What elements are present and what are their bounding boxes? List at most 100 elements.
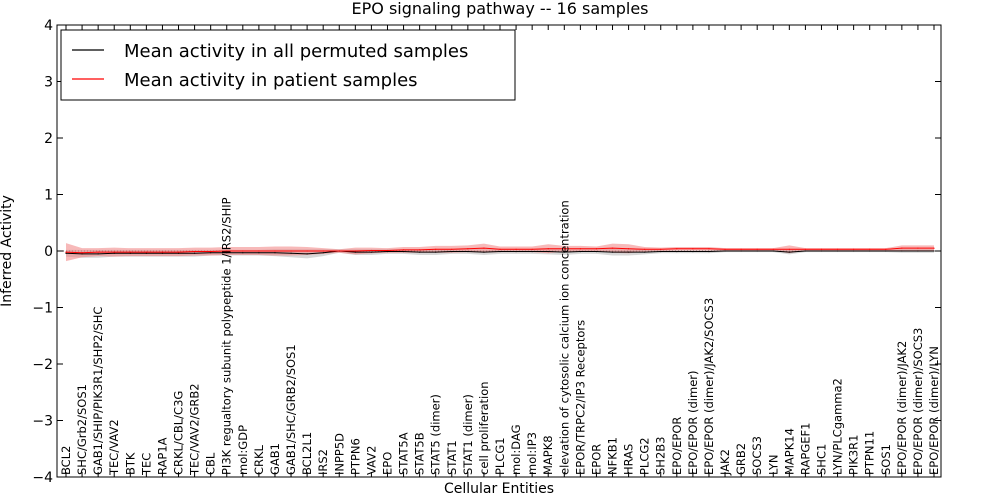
series-1-point [402,249,405,251]
x-tick-label: IRS2 [316,449,330,475]
series-0-point [644,251,646,253]
series-1-point [740,248,742,250]
series-1-point [499,248,501,250]
chart-title: EPO signaling pathway -- 16 samples [352,0,649,18]
x-tick-label: mol:DAG [509,424,523,475]
series-0-point [290,252,292,254]
series-0-point [226,252,228,254]
x-tick-label: EPO [380,452,394,475]
series-0-point [772,250,774,252]
series-1-point [917,247,919,249]
series-1-point [563,248,565,250]
series-0-point [210,252,212,254]
y-tick-label: 1 [44,188,53,204]
series-1-point [836,248,839,250]
series-1-point [724,248,726,250]
x-tick-label: EPO/EPOR (dimer) [686,371,700,476]
x-tick-label: EPOR [589,444,603,475]
x-tick-label: EPO/EPOR [670,417,684,475]
y-tick-label: −1 [32,301,53,317]
series-1-point [274,250,276,252]
series-1-point [226,250,228,252]
series-1-point [290,250,292,252]
series-0-point [322,252,324,254]
series-1-point [660,248,662,250]
series-0-point [193,252,196,254]
series-1-point [97,251,99,253]
x-axis-label: Cellular Entities [444,481,554,497]
series-0-point [419,251,421,253]
series-1-point [210,250,212,253]
series-0-point [660,250,662,253]
series-0-point [804,250,807,252]
x-axis: BCL2 SHC/Grb2/SOS1 GAB1/SHIP/PIK3R1/SHP2/S… [59,25,941,477]
series-0-point [97,253,99,255]
x-tick-label: elevation of cytosolic calcium ion conce… [557,200,571,475]
series-1-point [483,247,485,249]
series-0-point [499,250,501,253]
series-0-point [547,250,549,253]
series-1-point [788,248,790,250]
series-1-point [242,250,244,252]
x-tick-label: mol:IP3 [525,432,539,475]
x-tick-label: BCL2 [59,446,73,475]
y-tick-label: 2 [44,131,53,147]
x-tick-label: PTPN6 [348,438,362,475]
x-tick-label: GAB1 [268,443,282,475]
series-0-point [917,250,919,252]
x-tick-label: GAB1/SHC/GRB2/SOS1 [284,344,298,475]
series-1-point [451,248,453,250]
series-1-point [129,251,131,253]
series-0-point [65,252,67,254]
series-1-point [531,248,533,250]
series-0-point [788,251,790,253]
series-0-point [740,250,742,252]
series-0-point [370,251,373,253]
series-1-point [611,247,614,249]
series-1-point [515,248,517,250]
x-tick-label: SOCS3 [750,436,764,475]
x-tick-label: TEC/VAV2/GRB2 [188,383,202,476]
x-tick-label: INPP5D [332,433,346,475]
series-1-point [579,248,581,250]
x-tick-label: MAPK14 [782,428,796,475]
series-0-point [579,250,581,253]
series-0-point [756,250,758,252]
series-1-point [772,248,774,250]
series-1-point [708,248,710,250]
x-tick-label: CBL [204,452,218,475]
series-1-point [676,248,678,250]
series-0-point [885,250,887,252]
x-tick-label: SHC1 [814,444,828,475]
series-0-point [627,251,630,253]
x-tick-label: STAT5 (dimer) [429,394,443,475]
series-1-point [547,248,549,250]
series-0-point [563,251,565,253]
x-tick-label: TEC [139,453,153,476]
x-tick-label: PLCG2 [638,437,652,475]
series-0-point [274,252,276,254]
series-0-point [595,250,598,253]
y-tick-label: 3 [44,75,53,91]
series-0-point [483,251,485,253]
series-0-point [467,250,469,253]
y-tick-label: −2 [32,357,53,373]
series-0-point [901,250,903,252]
series-0-point [177,252,180,254]
series-1-point [627,248,630,250]
series-0-point [145,252,147,254]
series-0-point [933,250,935,252]
x-tick-label: cell proliferation [477,381,491,475]
series-1-point [644,248,646,250]
series-0-point [692,250,694,253]
series-1-point [161,251,164,253]
x-tick-label: VAV2 [364,446,378,475]
series-0-point [161,252,164,254]
series-0-point [354,251,356,253]
series-1-point [386,249,389,252]
series-0-point [820,250,823,252]
x-tick-label: STAT1 [445,440,459,475]
series-0-point [869,250,871,252]
series-0-point [853,250,855,252]
